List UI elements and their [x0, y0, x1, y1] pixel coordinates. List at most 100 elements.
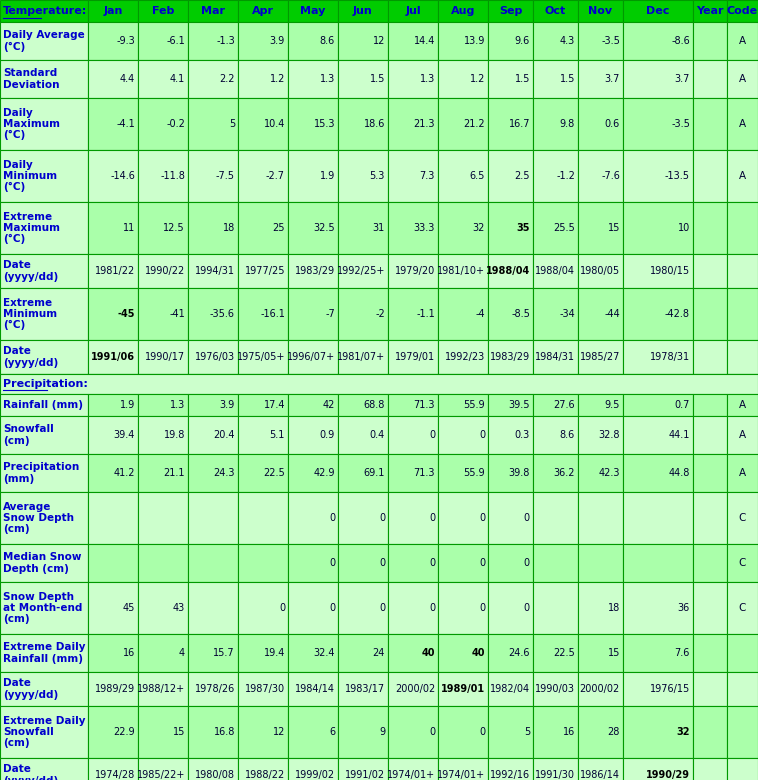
Text: 0: 0: [429, 727, 435, 737]
Bar: [438, 582, 488, 634]
Bar: [238, 288, 288, 340]
Text: 1983/29: 1983/29: [295, 266, 335, 276]
Bar: [0, 416, 88, 454]
Bar: [533, 254, 578, 288]
Text: 2.2: 2.2: [220, 74, 235, 84]
Bar: [693, 150, 727, 202]
Bar: [238, 582, 288, 634]
Text: Date
(yyyy/dd): Date (yyyy/dd): [3, 261, 58, 282]
Text: 5.1: 5.1: [270, 430, 285, 440]
Bar: [438, 672, 488, 706]
Bar: [288, 582, 338, 634]
Text: 4.4: 4.4: [120, 74, 135, 84]
Bar: [727, 98, 758, 150]
Bar: [693, 0, 727, 22]
Bar: [438, 394, 488, 416]
Bar: [0, 374, 758, 394]
Text: Extreme
Maximum
(°C): Extreme Maximum (°C): [3, 211, 60, 244]
Text: May: May: [300, 6, 326, 16]
Text: 3.7: 3.7: [675, 74, 690, 84]
Bar: [693, 202, 727, 254]
Text: Daily
Maximum
(°C): Daily Maximum (°C): [3, 108, 60, 140]
Bar: [138, 582, 188, 634]
Bar: [188, 254, 238, 288]
Text: 71.3: 71.3: [414, 400, 435, 410]
Bar: [693, 634, 727, 672]
Text: 1.5: 1.5: [370, 74, 385, 84]
Text: 0: 0: [479, 727, 485, 737]
Bar: [533, 150, 578, 202]
Text: 69.1: 69.1: [364, 468, 385, 478]
Bar: [138, 340, 188, 374]
Bar: [438, 706, 488, 758]
Text: 1980/08: 1980/08: [195, 770, 235, 780]
Text: 36.2: 36.2: [553, 468, 575, 478]
Bar: [438, 634, 488, 672]
Text: A: A: [739, 468, 746, 478]
Bar: [238, 672, 288, 706]
Text: 15: 15: [608, 648, 620, 658]
Bar: [623, 288, 693, 340]
Bar: [88, 492, 138, 544]
Bar: [88, 22, 138, 60]
Text: 1974/01+: 1974/01+: [387, 770, 435, 780]
Text: 0.7: 0.7: [675, 400, 690, 410]
Bar: [693, 340, 727, 374]
Bar: [388, 634, 438, 672]
Bar: [578, 454, 623, 492]
Bar: [338, 150, 388, 202]
Text: 1981/07+: 1981/07+: [337, 352, 385, 362]
Text: 13.9: 13.9: [464, 36, 485, 46]
Text: 0: 0: [329, 558, 335, 568]
Bar: [623, 98, 693, 150]
Bar: [623, 150, 693, 202]
Bar: [0, 492, 88, 544]
Bar: [578, 0, 623, 22]
Text: 21.2: 21.2: [463, 119, 485, 129]
Text: 0: 0: [524, 513, 530, 523]
Bar: [138, 544, 188, 582]
Text: 1979/01: 1979/01: [395, 352, 435, 362]
Bar: [533, 706, 578, 758]
Text: A: A: [739, 36, 746, 46]
Text: 44.1: 44.1: [669, 430, 690, 440]
Text: 1977/25: 1977/25: [245, 266, 285, 276]
Text: 31: 31: [373, 223, 385, 233]
Text: Apr: Apr: [252, 6, 274, 16]
Text: 5.3: 5.3: [370, 171, 385, 181]
Bar: [727, 492, 758, 544]
Bar: [727, 758, 758, 780]
Bar: [338, 0, 388, 22]
Bar: [138, 416, 188, 454]
Bar: [188, 202, 238, 254]
Text: Snowfall
(cm): Snowfall (cm): [3, 424, 54, 445]
Bar: [0, 706, 88, 758]
Text: 0: 0: [329, 513, 335, 523]
Bar: [338, 202, 388, 254]
Bar: [623, 454, 693, 492]
Text: 16.8: 16.8: [214, 727, 235, 737]
Text: 1.2: 1.2: [270, 74, 285, 84]
Bar: [238, 416, 288, 454]
Bar: [623, 22, 693, 60]
Bar: [578, 202, 623, 254]
Text: 14.4: 14.4: [414, 36, 435, 46]
Bar: [0, 672, 88, 706]
Bar: [0, 394, 88, 416]
Bar: [138, 254, 188, 288]
Text: 42: 42: [323, 400, 335, 410]
Bar: [188, 340, 238, 374]
Text: 32: 32: [676, 727, 690, 737]
Bar: [238, 202, 288, 254]
Bar: [88, 416, 138, 454]
Bar: [0, 374, 758, 394]
Bar: [238, 706, 288, 758]
Text: 0: 0: [429, 558, 435, 568]
Bar: [0, 582, 88, 634]
Text: 1978/31: 1978/31: [650, 352, 690, 362]
Bar: [727, 706, 758, 758]
Text: C: C: [739, 558, 746, 568]
Bar: [578, 22, 623, 60]
Bar: [438, 254, 488, 288]
Text: 39.8: 39.8: [509, 468, 530, 478]
